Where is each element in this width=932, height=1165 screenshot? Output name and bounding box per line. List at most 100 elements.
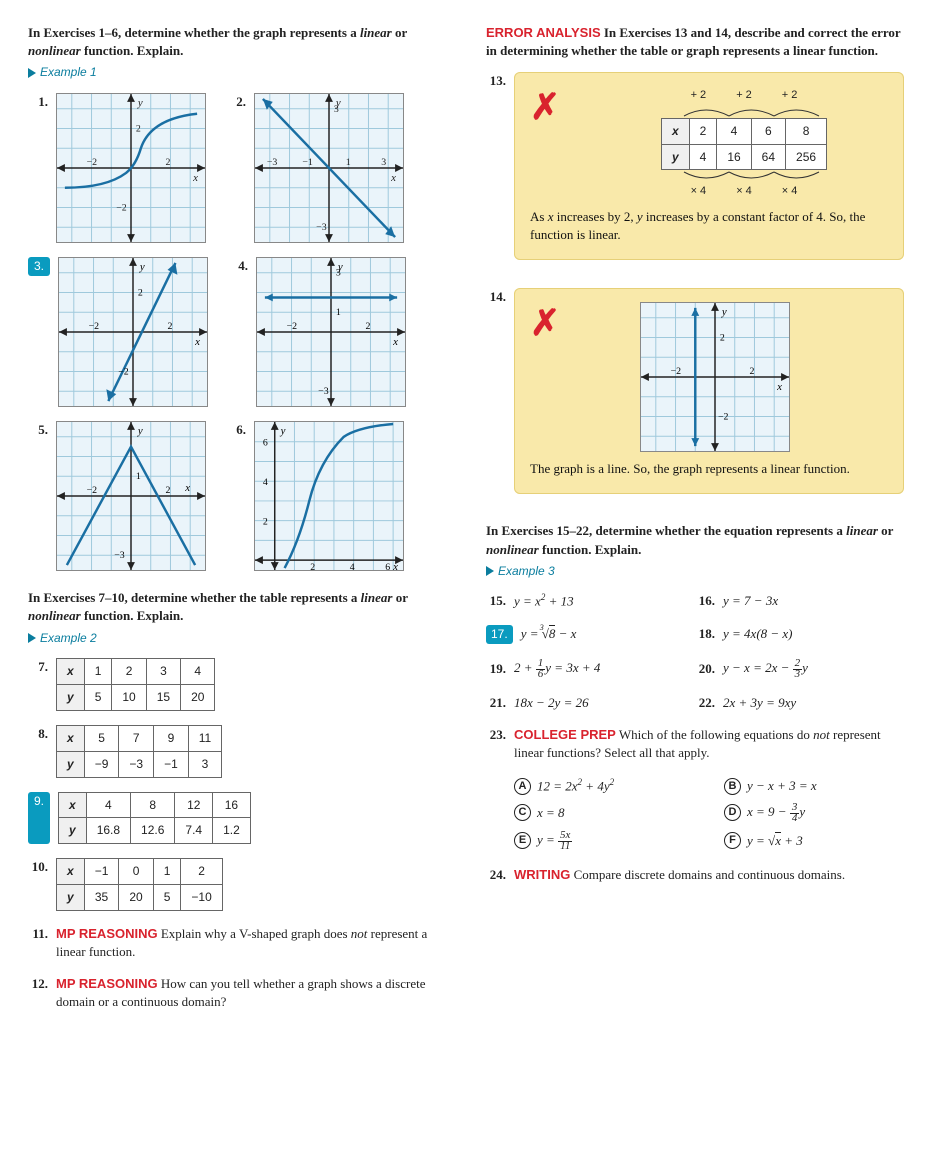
problem-number-15: 15. — [486, 592, 506, 610]
choice-f[interactable]: Fy = √x + 3 — [724, 830, 904, 852]
svg-text:−3: −3 — [316, 222, 327, 233]
svg-text:−2: −2 — [287, 321, 298, 332]
svg-text:1: 1 — [336, 307, 341, 318]
svg-text:−1: −1 — [302, 157, 313, 168]
graph-4: −2213−3 yx — [256, 257, 406, 407]
t: function. Explain. — [81, 608, 184, 623]
problem-number-4: 4. — [228, 257, 248, 275]
t: not — [813, 727, 830, 742]
problem-number-22: 22. — [695, 694, 715, 712]
svg-text:2: 2 — [310, 562, 315, 570]
writing-badge: WRITING — [514, 867, 570, 882]
example-1-link[interactable]: Example 1 — [28, 64, 446, 81]
svg-text:x: x — [392, 336, 398, 348]
problem-number-17: 17. — [486, 625, 513, 644]
table-9: x481216y16.812.67.41.2 — [58, 792, 251, 845]
instructions-15: In Exercises 15–22, determine whether th… — [486, 522, 904, 558]
error-text-13: As x increases by 2, y increases by a co… — [530, 208, 888, 244]
t: Which of the following equations do — [616, 727, 813, 742]
t: ERROR ANALYSIS — [486, 25, 601, 40]
problem-number-8: 8. — [28, 725, 48, 778]
problem-number-9: 9. — [28, 792, 50, 845]
problem-number-6: 6. — [226, 421, 246, 439]
error-analysis-instr: ERROR ANALYSIS In Exercises 13 and 14, d… — [486, 24, 904, 60]
svg-text:y: y — [337, 261, 343, 273]
error-box-13: ✗ + 2+ 2+ 2 x2468y41664256 × 4× 4× 4 As … — [514, 72, 904, 260]
t: or — [392, 25, 407, 40]
svg-text:−3: −3 — [114, 550, 125, 561]
t: linear — [361, 590, 393, 605]
svg-text:2: 2 — [263, 517, 268, 528]
svg-text:−2: −2 — [87, 485, 98, 496]
t: Compare discrete domains and continuous … — [570, 867, 845, 882]
problem-number-18: 18. — [695, 625, 715, 643]
svg-text:2: 2 — [166, 485, 171, 496]
svg-text:6: 6 — [385, 562, 390, 570]
svg-text:x: x — [192, 172, 198, 184]
svg-text:−3: −3 — [267, 157, 278, 168]
instructions-2: In Exercises 7–10, determine whether the… — [28, 589, 446, 625]
svg-text:1: 1 — [136, 471, 141, 482]
problem-12: 12. MP REASONING How can you tell whethe… — [28, 975, 446, 1011]
error-box-14: ✗ −222−2 yx The graph is a line. So, the… — [514, 288, 904, 494]
problem-number-16: 16. — [695, 592, 715, 610]
choice-d[interactable]: Dx = 9 − 34y — [724, 802, 904, 824]
play-icon — [28, 633, 36, 643]
instructions-1: In Exercises 1–6, determine whether the … — [28, 24, 446, 60]
t: Explain why a V-shaped graph does — [158, 926, 351, 941]
mc-choices: A12 = 2x2 + 4y2 By − x + 3 = x Cx = 8 Dx… — [514, 776, 904, 852]
choice-a[interactable]: A12 = 2x2 + 4y2 — [514, 776, 694, 796]
table-7: x1234y5101520 — [56, 658, 215, 711]
svg-text:−3: −3 — [318, 386, 329, 397]
svg-text:−2: −2 — [671, 366, 682, 377]
t: In Exercises 7–10, determine whether the… — [28, 590, 361, 605]
error-text-14: The graph is a line. So, the graph repre… — [530, 460, 888, 478]
graph-14: −222−2 yx — [640, 302, 790, 452]
table-13: x2468y41664256 — [661, 118, 827, 171]
t: or — [392, 590, 407, 605]
problem-number-14: 14. — [486, 288, 506, 508]
college-badge: COLLEGE PREP — [514, 727, 616, 742]
equation-list: 15.y = x2 + 13 16.y = 7 − 3x 17.y = 3√8 … — [486, 591, 904, 726]
svg-text:2: 2 — [136, 124, 141, 135]
problem-number-20: 20. — [695, 660, 715, 678]
svg-text:2: 2 — [138, 288, 143, 299]
t: linear — [846, 523, 878, 538]
svg-text:x: x — [194, 336, 200, 348]
problem-number-23: 23. — [486, 726, 506, 762]
arc-top: + 2+ 2+ 2 — [600, 88, 888, 103]
svg-text:2: 2 — [750, 366, 755, 377]
problem-number-2: 2. — [226, 93, 246, 111]
example-3-link[interactable]: Example 3 — [486, 563, 904, 580]
problem-number-1: 1. — [28, 93, 48, 111]
t: Example 1 — [40, 64, 97, 81]
svg-text:x: x — [184, 482, 190, 494]
t: or — [878, 523, 893, 538]
problem-23: 23. COLLEGE PREP Which of the following … — [486, 726, 904, 762]
svg-text:−2: −2 — [87, 157, 98, 168]
problem-24: 24. WRITING Compare discrete domains and… — [486, 866, 904, 884]
choice-c[interactable]: Cx = 8 — [514, 802, 694, 824]
svg-text:2: 2 — [366, 321, 371, 332]
svg-text:y: y — [137, 425, 143, 437]
svg-text:y: y — [139, 261, 145, 273]
problem-number-3: 3. — [28, 257, 50, 276]
svg-text:−2: −2 — [89, 321, 100, 332]
choice-e[interactable]: Ey = 5x11 — [514, 830, 694, 852]
example-2-link[interactable]: Example 2 — [28, 630, 446, 647]
t: nonlinear — [28, 608, 81, 623]
graph-3: −222−2 yx — [58, 257, 208, 407]
svg-text:y: y — [137, 97, 143, 109]
svg-text:−2: −2 — [118, 367, 129, 378]
choice-b[interactable]: By − x + 3 = x — [724, 776, 904, 796]
svg-text:x: x — [390, 172, 396, 184]
t: nonlinear — [486, 542, 539, 557]
problem-number-7: 7. — [28, 658, 48, 711]
svg-text:y: y — [335, 97, 341, 109]
mp-badge: MP REASONING — [56, 976, 158, 991]
t: nonlinear — [28, 43, 81, 58]
t: function. Explain. — [81, 43, 184, 58]
x-icon: ✗ — [530, 82, 560, 132]
svg-text:y: y — [280, 425, 286, 437]
svg-text:4: 4 — [350, 562, 355, 570]
